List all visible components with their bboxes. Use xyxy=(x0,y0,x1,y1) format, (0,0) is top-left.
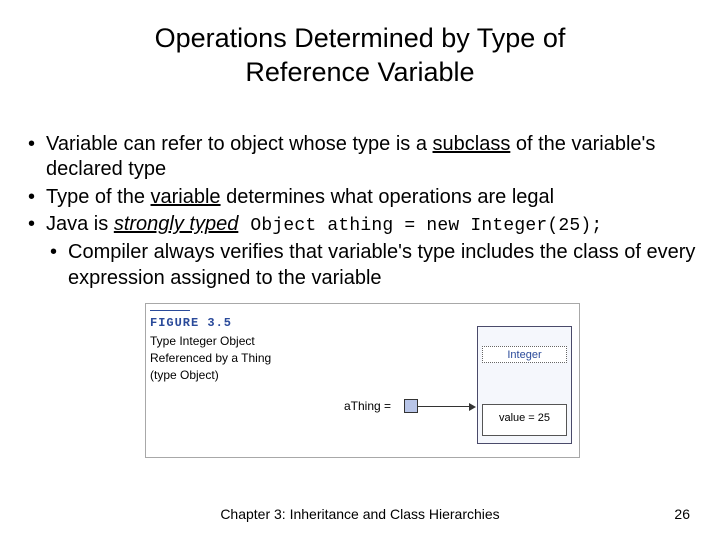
bullet-1-underline: subclass xyxy=(433,133,511,155)
bullet-list: Variable can refer to object whose type … xyxy=(0,132,720,292)
bullet-2-underline: variable xyxy=(151,186,221,208)
figure-caption-1: Type Integer Object xyxy=(150,334,255,348)
pointer-box xyxy=(404,399,418,413)
figure-3-5: FIGURE 3.5 Type Integer Object Reference… xyxy=(145,303,580,458)
title-line-2: Reference Variable xyxy=(245,57,474,87)
bullet-4: Compiler always verifies that variable's… xyxy=(28,240,720,291)
footer-chapter: Chapter 3: Inheritance and Class Hierarc… xyxy=(0,506,720,522)
arrow-line xyxy=(418,406,471,407)
code-snippet: Object athing = new Integer(25); xyxy=(250,216,602,236)
bullet-3: Java is strongly typed Object athing = ne… xyxy=(28,212,720,238)
bullet-3-pre: Java is xyxy=(46,213,114,235)
bullet-2: Type of the variable determines what ope… xyxy=(28,185,720,211)
object-value-text: value = 25 xyxy=(482,412,567,424)
bullet-2-pre: Type of the xyxy=(46,186,151,208)
arrow-head-icon xyxy=(469,403,476,411)
figure-label: FIGURE 3.5 xyxy=(150,316,232,330)
bullet-4-text: Compiler always verifies that variable's… xyxy=(68,241,695,289)
figure-caption-2: Referenced by a Thing xyxy=(150,351,271,365)
athing-label: aThing = xyxy=(344,399,391,413)
figure-rule xyxy=(150,310,190,311)
object-classname: Integer xyxy=(482,346,567,363)
bullet-2-post: determines what operations are legal xyxy=(221,186,555,208)
bullet-1: Variable can refer to object whose type … xyxy=(28,132,720,183)
figure-caption-3: (type Object) xyxy=(150,368,219,382)
slide-title: Operations Determined by Type of Referen… xyxy=(0,0,720,90)
bullet-3-italic: strongly typed xyxy=(114,213,239,235)
bullet-1-pre: Variable can refer to object whose type … xyxy=(46,133,433,155)
footer-page-number: 26 xyxy=(674,506,690,522)
title-line-1: Operations Determined by Type of xyxy=(155,23,566,53)
